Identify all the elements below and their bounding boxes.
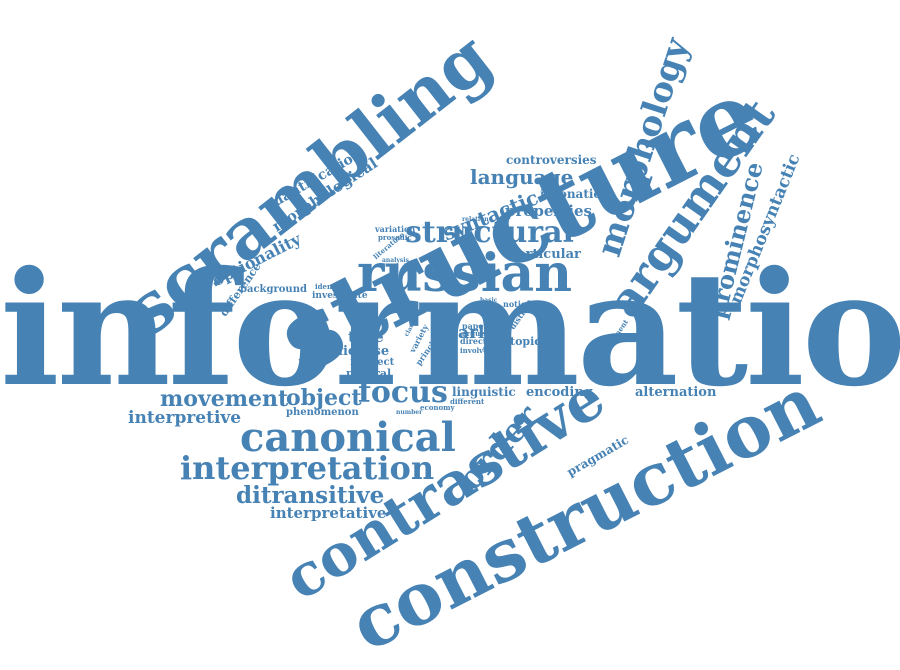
word-structural: structural bbox=[405, 215, 574, 250]
word-movement: movement bbox=[160, 386, 289, 412]
word-properties: properties bbox=[505, 202, 592, 220]
word-economy: economy bbox=[420, 403, 455, 412]
word-choice: choice bbox=[483, 345, 505, 352]
word-russian: russian bbox=[357, 243, 573, 304]
word-argue: argue bbox=[462, 329, 485, 338]
word-intonation: intonation bbox=[540, 187, 611, 201]
word-language: language bbox=[470, 165, 574, 189]
word-variation: variation bbox=[375, 224, 416, 234]
word-paper: paper bbox=[462, 321, 488, 331]
word-direct: direct bbox=[460, 336, 487, 346]
word-identical: identical bbox=[315, 282, 350, 291]
word-topic: topic bbox=[510, 335, 541, 348]
word-involve: involve bbox=[460, 346, 488, 355]
word-information: information bbox=[0, 238, 900, 422]
word-background: background bbox=[240, 284, 307, 295]
word-exhibit: exhibit bbox=[486, 353, 510, 360]
word-prosodic: prosodic bbox=[378, 233, 412, 242]
word-neutral: neutral bbox=[346, 367, 392, 380]
word-marker: marker bbox=[440, 323, 510, 343]
word-license: license bbox=[338, 344, 390, 359]
word-particular: particular bbox=[508, 247, 581, 262]
word-controversies: controversies bbox=[506, 153, 597, 167]
word-encoding: encoding bbox=[526, 385, 593, 400]
word-analysis: analysis bbox=[382, 257, 409, 264]
word-type: type bbox=[348, 328, 384, 346]
word-interpretation: interpretation bbox=[180, 449, 435, 487]
word-investigate: investigate bbox=[312, 291, 368, 301]
word-alternation: alternation bbox=[635, 385, 717, 400]
word-focus: focus bbox=[358, 375, 448, 410]
word-interpretive: interpretive bbox=[128, 408, 242, 428]
word-object: object bbox=[286, 385, 362, 411]
word-different: different bbox=[450, 397, 485, 406]
word-relation: relation bbox=[462, 216, 489, 223]
word-basic: basic bbox=[480, 297, 498, 304]
word-ditransitive: ditransitive bbox=[236, 482, 385, 509]
word-indirect: indirect bbox=[350, 357, 395, 368]
word-notion: notion bbox=[503, 299, 533, 309]
word-number: number bbox=[396, 409, 423, 416]
word-interpretative: interpretative bbox=[270, 504, 387, 522]
word-linguistic: linguistic bbox=[452, 385, 516, 399]
word-canonical: canonical bbox=[240, 414, 456, 461]
word-phenomenon: phenomenon bbox=[286, 407, 359, 418]
